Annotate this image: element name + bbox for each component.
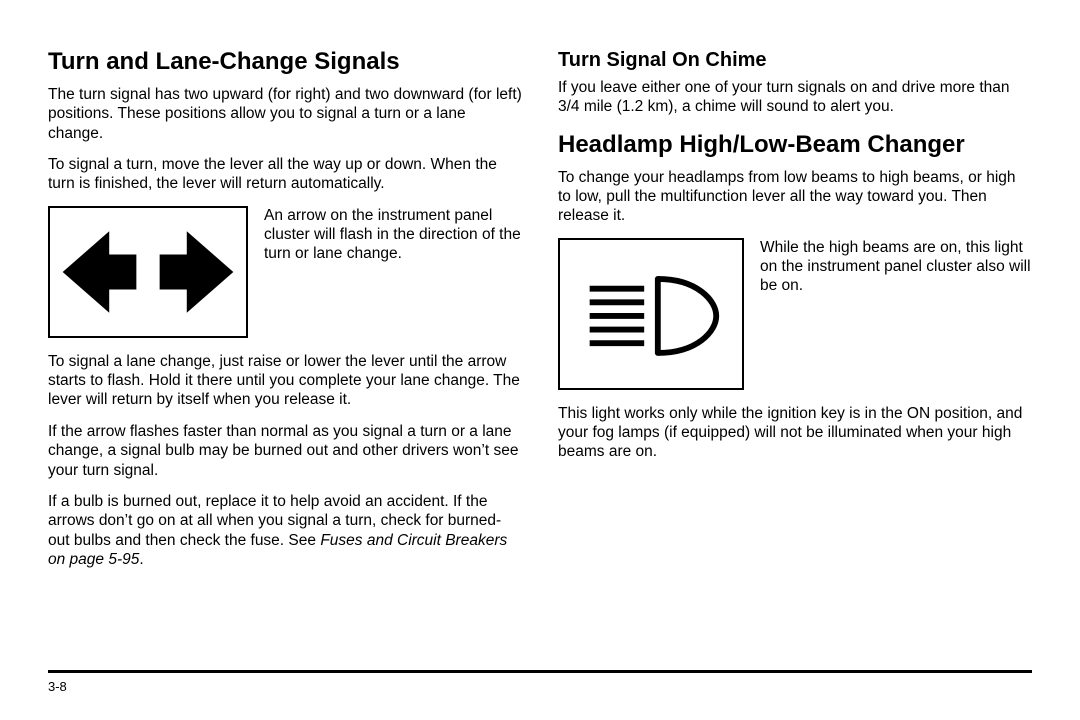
figure-high-beam bbox=[558, 238, 744, 390]
figure-row-turn-arrows: An arrow on the instrument panel cluster… bbox=[48, 206, 522, 338]
figure-row-high-beam: While the high beams are on, this light … bbox=[558, 238, 1032, 390]
heading-headlamp-changer: Headlamp High/Low-Beam Changer bbox=[558, 131, 1032, 160]
para: If you leave either one of your turn sig… bbox=[558, 78, 1032, 117]
footer-rule bbox=[48, 670, 1032, 673]
para: To change your headlamps from low beams … bbox=[558, 168, 1032, 226]
para: The turn signal has two upward (for righ… bbox=[48, 85, 522, 143]
figure-caption: An arrow on the instrument panel cluster… bbox=[264, 206, 522, 264]
para: This light works only while the ignition… bbox=[558, 404, 1032, 462]
para: If the arrow flashes faster than normal … bbox=[48, 422, 522, 480]
heading-turn-lane-change: Turn and Lane-Change Signals bbox=[48, 48, 522, 77]
high-beam-icon bbox=[560, 240, 742, 388]
para: To signal a lane change, just raise or l… bbox=[48, 352, 522, 410]
left-column: Turn and Lane-Change Signals The turn si… bbox=[48, 48, 522, 581]
para: If a bulb is burned out, replace it to h… bbox=[48, 492, 522, 570]
para: To signal a turn, move the lever all the… bbox=[48, 155, 522, 194]
para-text: . bbox=[139, 551, 143, 568]
figure-turn-arrows bbox=[48, 206, 248, 338]
turn-arrows-icon bbox=[50, 208, 246, 336]
page-number: 3-8 bbox=[48, 679, 1032, 694]
page-footer: 3-8 bbox=[48, 670, 1032, 694]
right-column: Turn Signal On Chime If you leave either… bbox=[558, 48, 1032, 581]
heading-turn-signal-chime: Turn Signal On Chime bbox=[558, 48, 1032, 72]
figure-caption: While the high beams are on, this light … bbox=[760, 238, 1032, 296]
